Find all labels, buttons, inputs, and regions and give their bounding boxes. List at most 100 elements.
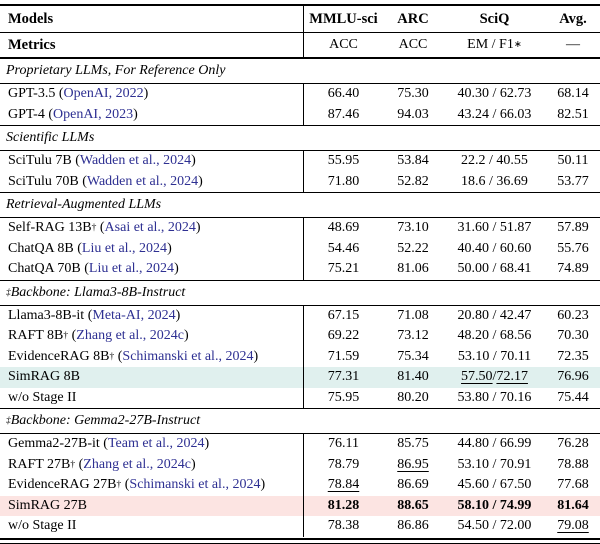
value-segment: 77.68	[557, 477, 589, 493]
value-cell: 86.86	[383, 516, 443, 537]
citation-link[interactable]: Liu et al., 2024	[81, 240, 168, 256]
col-header-avg: Avg.	[559, 10, 587, 27]
value-cell: 80.20	[383, 388, 443, 409]
model-name: w/o Stage II	[8, 389, 77, 405]
model-name: w/o Stage II	[8, 518, 77, 534]
value-segment: 86.69	[397, 477, 429, 493]
model-cell: Llama3-8B-it (Meta-AI, 2024)	[8, 307, 181, 323]
model-cell: SciTulu 70B (Wadden et al., 2024)	[8, 173, 203, 189]
value-cell: 86.95	[383, 455, 443, 476]
citation-link[interactable]: Liu et al., 2024	[88, 261, 175, 277]
value-segment: 76.28	[557, 436, 589, 452]
model-name: SimRAG 27B	[8, 497, 87, 513]
table-row: RAFT 27B † (Zhang et al., 2024c) 78.79 86.9…	[0, 454, 600, 476]
citation-link[interactable]: Asai et al., 2024	[104, 220, 196, 236]
citation-link[interactable]: Schimanski et al., 2024	[122, 348, 254, 364]
value-cell: 55.76	[546, 239, 600, 260]
col-header-arc: ARC	[397, 10, 429, 27]
model-name: SciTulu 70B	[8, 173, 79, 189]
value-cell: 78.84	[303, 475, 383, 496]
section-rule	[0, 83, 600, 84]
value-segment: 44.80 / 66.99	[457, 436, 532, 452]
value-cell: 55.95	[303, 151, 383, 172]
model-name: RAFT 8B	[8, 328, 64, 344]
value-segment: 68.14	[557, 86, 589, 102]
citation-link[interactable]: Zhang et al., 2024c	[76, 328, 184, 344]
metric-sciq-label: EM / F1	[467, 37, 514, 52]
table-row: Llama3-8B-it (Meta-AI, 2024) 67.15 71.08 20…	[0, 305, 600, 326]
model-cell: GPT-4 (OpenAI, 2023)	[8, 106, 138, 122]
value-segment: /	[492, 369, 497, 385]
value-segment: 85.75	[397, 436, 429, 452]
citation-link[interactable]: OpenAI, 2022	[63, 86, 144, 102]
value-cell: 52.22	[383, 239, 443, 260]
table-row: SciTulu 7B (Wadden et al., 2024) 55.95 53.…	[0, 151, 600, 172]
value-segment: 75.34	[397, 348, 429, 364]
table-row: SciTulu 70B (Wadden et al., 2024) 71.80 52…	[0, 171, 600, 193]
citation-link[interactable]: Wadden et al., 2024	[79, 153, 192, 169]
value-cell: 77.31	[303, 367, 383, 388]
value-segment: 71.08	[397, 307, 429, 323]
value-cell: 40.30 / 62.73	[443, 84, 546, 105]
citation-link[interactable]: Zhang et al., 2024c	[83, 456, 191, 472]
model-name: SimRAG 8B	[8, 369, 80, 385]
value-segment: 54.50 / 72.00	[457, 518, 532, 534]
section-title: Retrieval-Augmented LLMs	[0, 193, 600, 217]
value-segment: 66.40	[327, 86, 360, 102]
value-cell: 53.10 / 70.11	[443, 347, 546, 368]
value-cell: 68.14	[546, 84, 600, 105]
value-segment: 78.88	[557, 456, 589, 472]
table-row: RAFT 8B † (Zhang et al., 2024c) 69.22 73.12…	[0, 326, 600, 347]
table-header-row: Models MMLU-sci ARC SciQ Avg.	[0, 6, 600, 32]
value-segment: 88.65	[397, 497, 429, 513]
value-segment: 53.10 / 70.91	[457, 456, 532, 472]
value-cell: 54.50 / 72.00	[443, 516, 546, 537]
citation-link[interactable]: Team et al., 2024	[107, 436, 205, 452]
value-cell: 70.30	[546, 326, 600, 347]
value-cell: 75.30	[383, 84, 443, 105]
citation-link[interactable]: Schimanski et al., 2024	[129, 477, 261, 493]
value-segment: 40.30 / 62.73	[457, 86, 532, 102]
section-title: ‡ Backbone: Gemma2-27B-Instruct	[6, 413, 201, 428]
value-segment: 81.40	[397, 369, 429, 385]
value-cell: 94.03	[383, 105, 443, 126]
value-segment: 57.89	[557, 220, 589, 236]
value-cell: 52.82	[383, 172, 443, 193]
citation-link[interactable]: Meta-AI, 2024	[92, 307, 176, 323]
value-cell: 53.10 / 70.91	[443, 455, 546, 476]
value-segment: 48.69	[327, 220, 360, 236]
model-cell: SimRAG 27B	[0, 496, 303, 517]
top-rule	[0, 4, 600, 6]
value-cell: 81.40	[383, 367, 443, 388]
header-divider-rule	[0, 32, 600, 33]
value-segment: 75.21	[327, 261, 360, 277]
model-cell: w/o Stage II	[0, 388, 303, 409]
section-rule	[0, 408, 600, 409]
value-segment: 31.60 / 51.87	[457, 220, 532, 236]
section-rule	[0, 150, 600, 151]
col-header-mmlu-sci: MMLU-sci	[303, 6, 383, 32]
model-cell: EvidenceRAG 27B † (Schimanski et al., 202…	[8, 477, 266, 493]
model-cell: ChatQA 70B (Liu et al., 2024)	[8, 261, 179, 277]
value-segment: 45.60 / 67.50	[457, 477, 532, 493]
section-rule	[0, 304, 600, 306]
value-segment: 53.84	[397, 153, 429, 169]
table-row: SimRAG 27B 81.28 88.65 58.10 / 74.99 81.64	[0, 495, 600, 517]
value-cell: 78.88	[546, 455, 600, 476]
value-segment: 67.15	[327, 307, 360, 323]
section-rule	[0, 125, 600, 126]
value-segment: 52.22	[397, 240, 429, 256]
citation-link[interactable]: OpenAI, 2023	[53, 106, 134, 122]
value-segment: 58.10 / 74.99	[457, 497, 532, 513]
value-cell: 45.60 / 67.50	[443, 475, 546, 496]
model-cell: RAFT 27B † (Zhang et al., 2024c)	[8, 456, 196, 472]
value-segment: 81.06	[397, 261, 429, 277]
model-name: GPT-4	[8, 106, 45, 122]
citation-link[interactable]: Wadden et al., 2024	[86, 173, 199, 189]
value-segment: 18.6 / 36.69	[461, 173, 528, 189]
value-cell: 76.11	[303, 434, 383, 455]
model-name: GPT-3.5	[8, 86, 56, 102]
value-cell: 18.6 / 36.69	[443, 172, 546, 193]
value-cell: 71.59	[303, 346, 383, 367]
